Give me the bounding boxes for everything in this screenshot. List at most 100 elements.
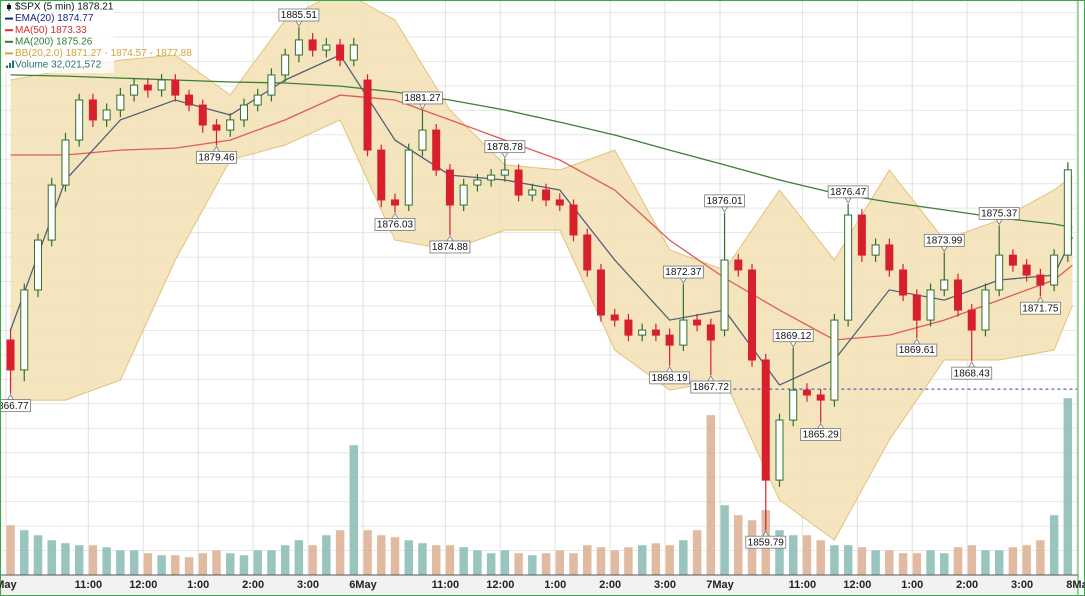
legend-icon [7, 5, 11, 9]
annotation-box [1019, 301, 1061, 315]
candle-body [844, 214, 853, 321]
candle-body [377, 149, 386, 201]
candle-body [912, 294, 921, 321]
annotation-box [429, 240, 471, 254]
volume-bar [19, 529, 30, 575]
overlay: 1866.77 1879.46 1885.51 1876.03 1881.27 1874.… [0, 1, 1061, 549]
volume-bar [88, 544, 98, 575]
volume-bar [129, 549, 139, 575]
candle-body [967, 309, 976, 331]
candle-body [638, 329, 647, 336]
candle-body [528, 189, 537, 196]
x-tick-label: 11:00 [789, 579, 817, 591]
candle-body [500, 169, 509, 176]
volume-bar [664, 544, 675, 575]
candle-body [198, 104, 207, 126]
volume-bar [541, 552, 551, 575]
legend-icon [6, 65, 8, 68]
candle-body [1008, 254, 1017, 266]
volume-bar [458, 546, 469, 575]
volume-bar [349, 444, 359, 575]
volume-bar [115, 549, 126, 575]
volume-bar [513, 552, 524, 575]
volume-bar [500, 549, 510, 575]
x-tick-label: 6May [349, 579, 377, 591]
candle-body [789, 389, 798, 421]
volume-bar [994, 549, 1004, 575]
annotation-box [662, 265, 704, 279]
candle-body [473, 179, 482, 186]
candle-body [706, 324, 715, 341]
volume-bar [60, 542, 71, 575]
volume-bar [815, 539, 826, 575]
annotation-box [196, 150, 237, 164]
legend-icon [12, 60, 14, 68]
candle-body [418, 129, 427, 151]
annotation-box [896, 343, 938, 357]
x-tick-label: 3:00 [297, 579, 319, 591]
candle-body [116, 94, 125, 111]
annotation-label: 1874.88 [432, 242, 469, 253]
candle-body [693, 319, 702, 326]
x-tick-label: 1:00 [544, 579, 566, 591]
candle-body [679, 319, 688, 346]
candle-body [542, 189, 551, 201]
legend-label: Volume 32,021,572 [15, 60, 102, 71]
annotation-label: 1868.19 [652, 373, 689, 384]
volume-bar [912, 552, 922, 575]
legend-label: $SPX (5 min) 1878.21 [15, 2, 114, 13]
volume-bar [239, 554, 249, 575]
annotation-label: 1866.77 [0, 401, 29, 412]
candle-body [596, 269, 605, 316]
candle-body [569, 204, 578, 236]
volume-bar [486, 552, 496, 575]
candle-body [1050, 254, 1059, 286]
annotation-box [800, 428, 842, 441]
volume-bar [1063, 397, 1073, 575]
candle-body [1022, 264, 1031, 276]
candle-body [102, 109, 111, 121]
candle-body [885, 244, 894, 271]
volume-bar [788, 534, 798, 575]
candle-body [336, 44, 345, 61]
volume-bar [884, 549, 895, 575]
candle-body [349, 44, 358, 61]
volume-bar [843, 544, 853, 575]
volume-bar [678, 539, 689, 575]
volume-bar [802, 534, 812, 575]
candle-body [748, 269, 757, 361]
volume-bar [252, 549, 263, 575]
volume-bar [555, 549, 565, 575]
volume-bar [307, 544, 318, 575]
x-tick-label: 1:00 [187, 579, 209, 591]
volume-bar [33, 534, 43, 575]
volume-bar [898, 552, 908, 575]
volume-bar [5, 524, 16, 575]
legend-box [2, 1, 114, 73]
annotation-box [0, 399, 31, 413]
volume-bar [1021, 544, 1032, 575]
annotation-label: 1871.75 [1022, 303, 1059, 314]
candle-body [157, 79, 166, 91]
annotation-label: 1872.37 [665, 267, 702, 278]
candle-body [624, 319, 633, 336]
volume-bar [857, 546, 867, 575]
candle-body [940, 279, 949, 291]
candle-body [981, 289, 990, 331]
annotation-label: 1865.29 [803, 430, 840, 441]
annotation-box [484, 140, 526, 154]
annotation-box [772, 329, 814, 343]
volume-bar [143, 552, 153, 575]
annotation-box [690, 380, 732, 394]
volume-bar [390, 536, 400, 575]
candle-body [363, 79, 372, 151]
candle-body [143, 84, 152, 91]
x-tick-label: 8Ma [1066, 579, 1085, 591]
annotation-label: 1885.51 [281, 10, 318, 21]
candle-body [583, 234, 592, 271]
x-tick-label: 3:00 [654, 579, 676, 591]
volume-bar [280, 544, 290, 575]
annotation-box [978, 206, 1020, 220]
candle-body [1063, 169, 1072, 256]
legend-label: EMA(20) 1874.77 [15, 13, 94, 24]
